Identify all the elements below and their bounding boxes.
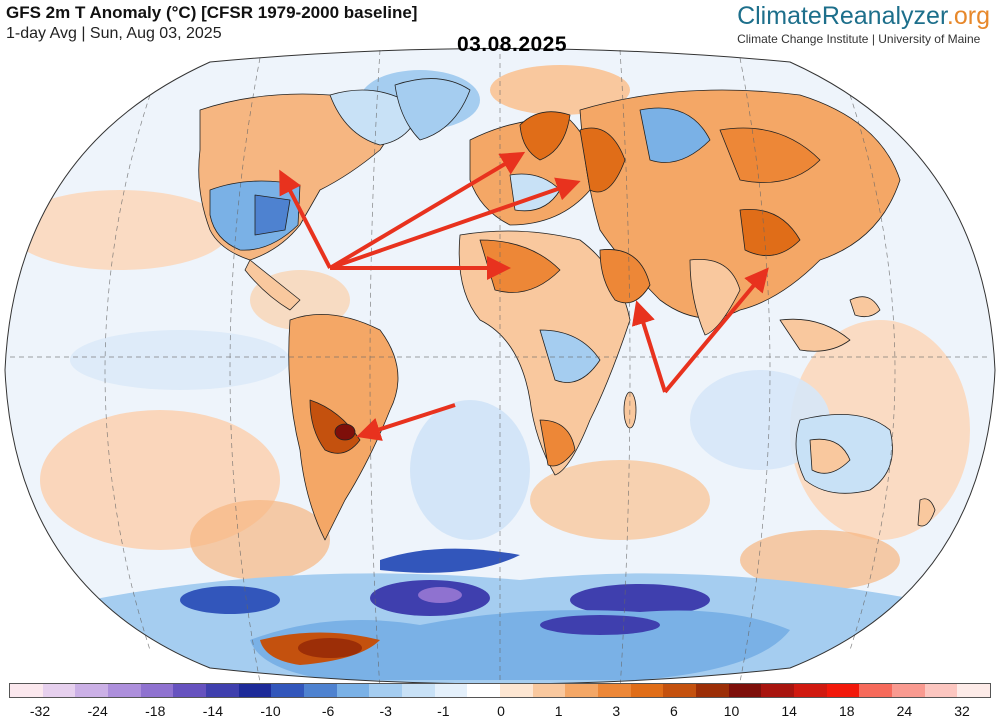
colorbar-segment [108, 684, 141, 697]
brand-name: ClimateReanalyzer [737, 2, 947, 30]
colorbar-tick-label: -6 [321, 703, 335, 719]
colorbar-segment [402, 684, 435, 697]
chart-title: GFS 2m T Anomaly (°C) [CFSR 1979-2000 ba… [6, 3, 418, 22]
colorbar-segment [663, 684, 697, 697]
arrow-south-asia [663, 267, 769, 394]
colorbar-segment [238, 684, 272, 697]
colorbar-segment [271, 684, 305, 697]
colorbar-tick-label: -1 [437, 703, 450, 719]
colorbar-tick-label: 3 [612, 703, 621, 719]
colorbar-segment [728, 684, 762, 697]
greenland [394, 78, 471, 141]
colorbar-segment [75, 684, 109, 697]
colorbar-segment [957, 684, 991, 697]
chart-subtitle: 1-day Avg | Sun, Aug 03, 2025 [6, 25, 222, 42]
colorbar-segment [173, 684, 207, 697]
colorbar-segment [206, 684, 239, 697]
colorbar-segment [500, 684, 533, 697]
colorbar-segment [826, 684, 860, 697]
colorbar-tick-label: 10 [723, 703, 740, 719]
colorbar-segment [304, 684, 337, 697]
colorbar-segment [140, 684, 174, 697]
colorbar-segment [467, 684, 501, 697]
colorbar-tick-label: -10 [260, 703, 281, 719]
colorbar-segment [892, 684, 925, 697]
colorbar-labels: -32 -24 -18 -14 -10 -6 -3 -1 0 1 3 6 10 14 18 24 32 [0, 703, 1000, 721]
colorbar-tick-label: -32 [29, 703, 51, 719]
colorbar-segment [434, 684, 468, 697]
colorbar-segment [794, 684, 827, 697]
colorbar-segment [565, 684, 599, 697]
arrow-western-canada [279, 169, 332, 269]
colorbar-segment [761, 684, 795, 697]
arrow-middle-east [631, 300, 667, 393]
colorbar-segment [336, 684, 370, 697]
colorbar-tick-label: 1 [554, 703, 563, 719]
brand-subtitle: Climate Change Institute | University of… [737, 32, 981, 46]
colorbar-segment [369, 684, 403, 697]
colorbar-segment [42, 684, 76, 697]
colorbar-tick-label: 18 [838, 703, 855, 719]
brand-tld: .org [946, 2, 990, 30]
colorbar-segment [598, 684, 631, 697]
globe-ellipse [4, 45, 996, 691]
colorbar-segment [696, 684, 729, 697]
colorbar-tick-label: 6 [669, 703, 678, 719]
arrow-scandinavia [328, 151, 526, 270]
colorbar [9, 683, 991, 698]
colorbar-tick-label: -14 [202, 703, 223, 719]
arrow-south-america [356, 403, 456, 441]
colorbar-tick-label: 32 [954, 703, 970, 719]
date-label: 03.08.2025 [456, 33, 568, 56]
colorbar-tick-label: -24 [87, 703, 108, 719]
colorbar-tick-label: 0 [497, 703, 505, 719]
colorbar-tick-label: 24 [896, 703, 913, 719]
africa [458, 230, 631, 476]
annotation-arrows [279, 151, 769, 441]
colorbar-segment [924, 684, 958, 697]
colorbar-segment [10, 684, 43, 697]
colorbar-segment [859, 684, 893, 697]
colorbar-tick-label: -3 [379, 703, 392, 719]
colorbar-segment [532, 684, 566, 697]
colorbar-tick-label: -18 [145, 703, 166, 719]
brand-logo: ClimateReanalyzer.org Climate Change Ins… [737, 2, 990, 46]
colorbar-tick-label: 14 [781, 703, 797, 719]
arrow-western-russia [329, 177, 581, 270]
colorbar-segment [630, 684, 664, 697]
